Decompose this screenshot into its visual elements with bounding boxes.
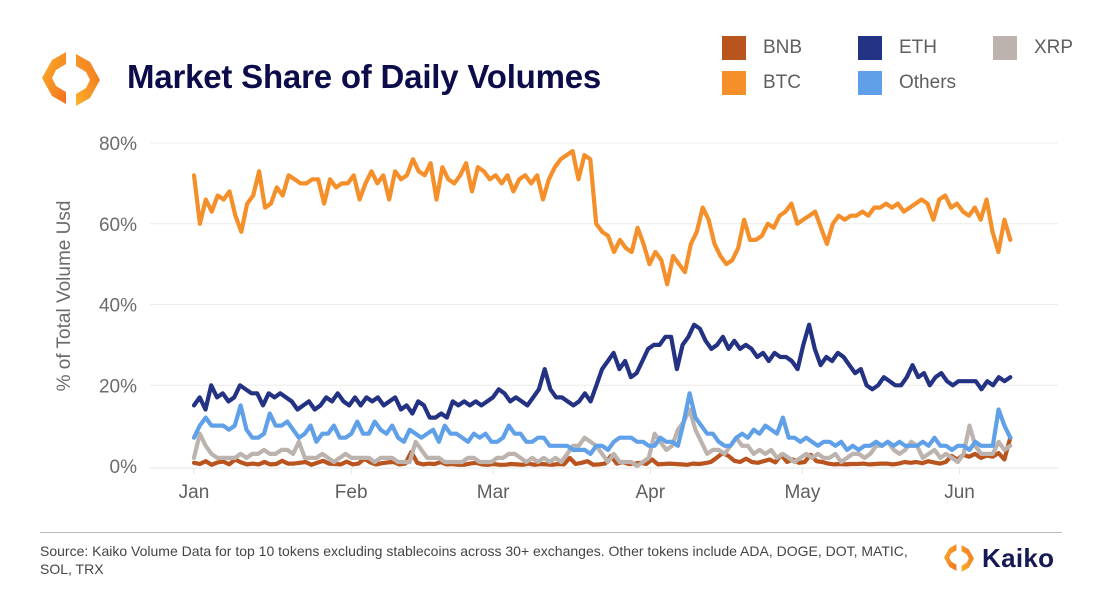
x-tick-label: Apr <box>636 482 666 503</box>
chart-title: Market Share of Daily Volumes <box>127 58 602 95</box>
kaiko-brand: Kaiko <box>942 542 1054 574</box>
x-axis-ticks: Jan Feb Mar Apr May Jun <box>179 468 975 503</box>
legend-swatch-btc <box>722 71 746 95</box>
y-axis-label: % of Total Volume Usd <box>54 201 75 392</box>
footer-divider <box>40 532 1062 533</box>
series-line-eth <box>191 322 1013 420</box>
legend-label-btc: BTC <box>763 72 801 93</box>
legend-item-others[interactable]: Others <box>858 71 956 95</box>
legend-swatch-bnb <box>722 36 746 60</box>
kaiko-wordmark: Kaiko <box>982 542 1055 573</box>
legend: BNB ETH XRP BTC Others <box>722 36 1092 106</box>
legend-label-others: Others <box>899 72 957 93</box>
legend-swatch-eth <box>858 36 882 60</box>
legend-item-bnb[interactable]: BNB <box>722 36 802 60</box>
x-tick-label: Mar <box>477 482 510 503</box>
legend-label-eth: ETH <box>899 37 937 58</box>
legend-item-xrp[interactable]: XRP <box>993 36 1073 60</box>
source-note: Source: Kaiko Volume Data for top 10 tok… <box>40 543 908 577</box>
series-lines <box>191 149 1013 469</box>
series-line-bnb <box>191 435 1013 467</box>
gridlines <box>150 142 1058 469</box>
series-line-others <box>191 391 1013 456</box>
y-tick-label: 80% <box>99 134 137 155</box>
y-tick-label: 20% <box>99 376 137 397</box>
legend-label-xrp: XRP <box>1034 37 1074 58</box>
legend-item-btc[interactable]: BTC <box>722 71 801 95</box>
legend-swatch-others <box>858 71 882 95</box>
x-tick-label: Jun <box>944 482 975 503</box>
y-tick-label: 60% <box>99 215 137 236</box>
legend-label-bnb: BNB <box>763 37 803 58</box>
legend-swatch-xrp <box>993 36 1017 60</box>
kaiko-logo-icon <box>38 48 104 110</box>
y-tick-label: 40% <box>99 296 137 317</box>
series-line-xrp <box>191 407 1013 469</box>
y-axis-ticks: 0% 20% 40% 60% 80% <box>99 134 137 478</box>
x-tick-label: May <box>784 482 820 503</box>
x-tick-label: Feb <box>335 482 368 503</box>
y-tick-label: 0% <box>110 457 138 478</box>
legend-item-eth[interactable]: ETH <box>858 36 937 60</box>
x-tick-label: Jan <box>179 482 210 503</box>
series-line-btc <box>191 149 1013 287</box>
kaiko-brand-logo-icon <box>944 544 974 572</box>
